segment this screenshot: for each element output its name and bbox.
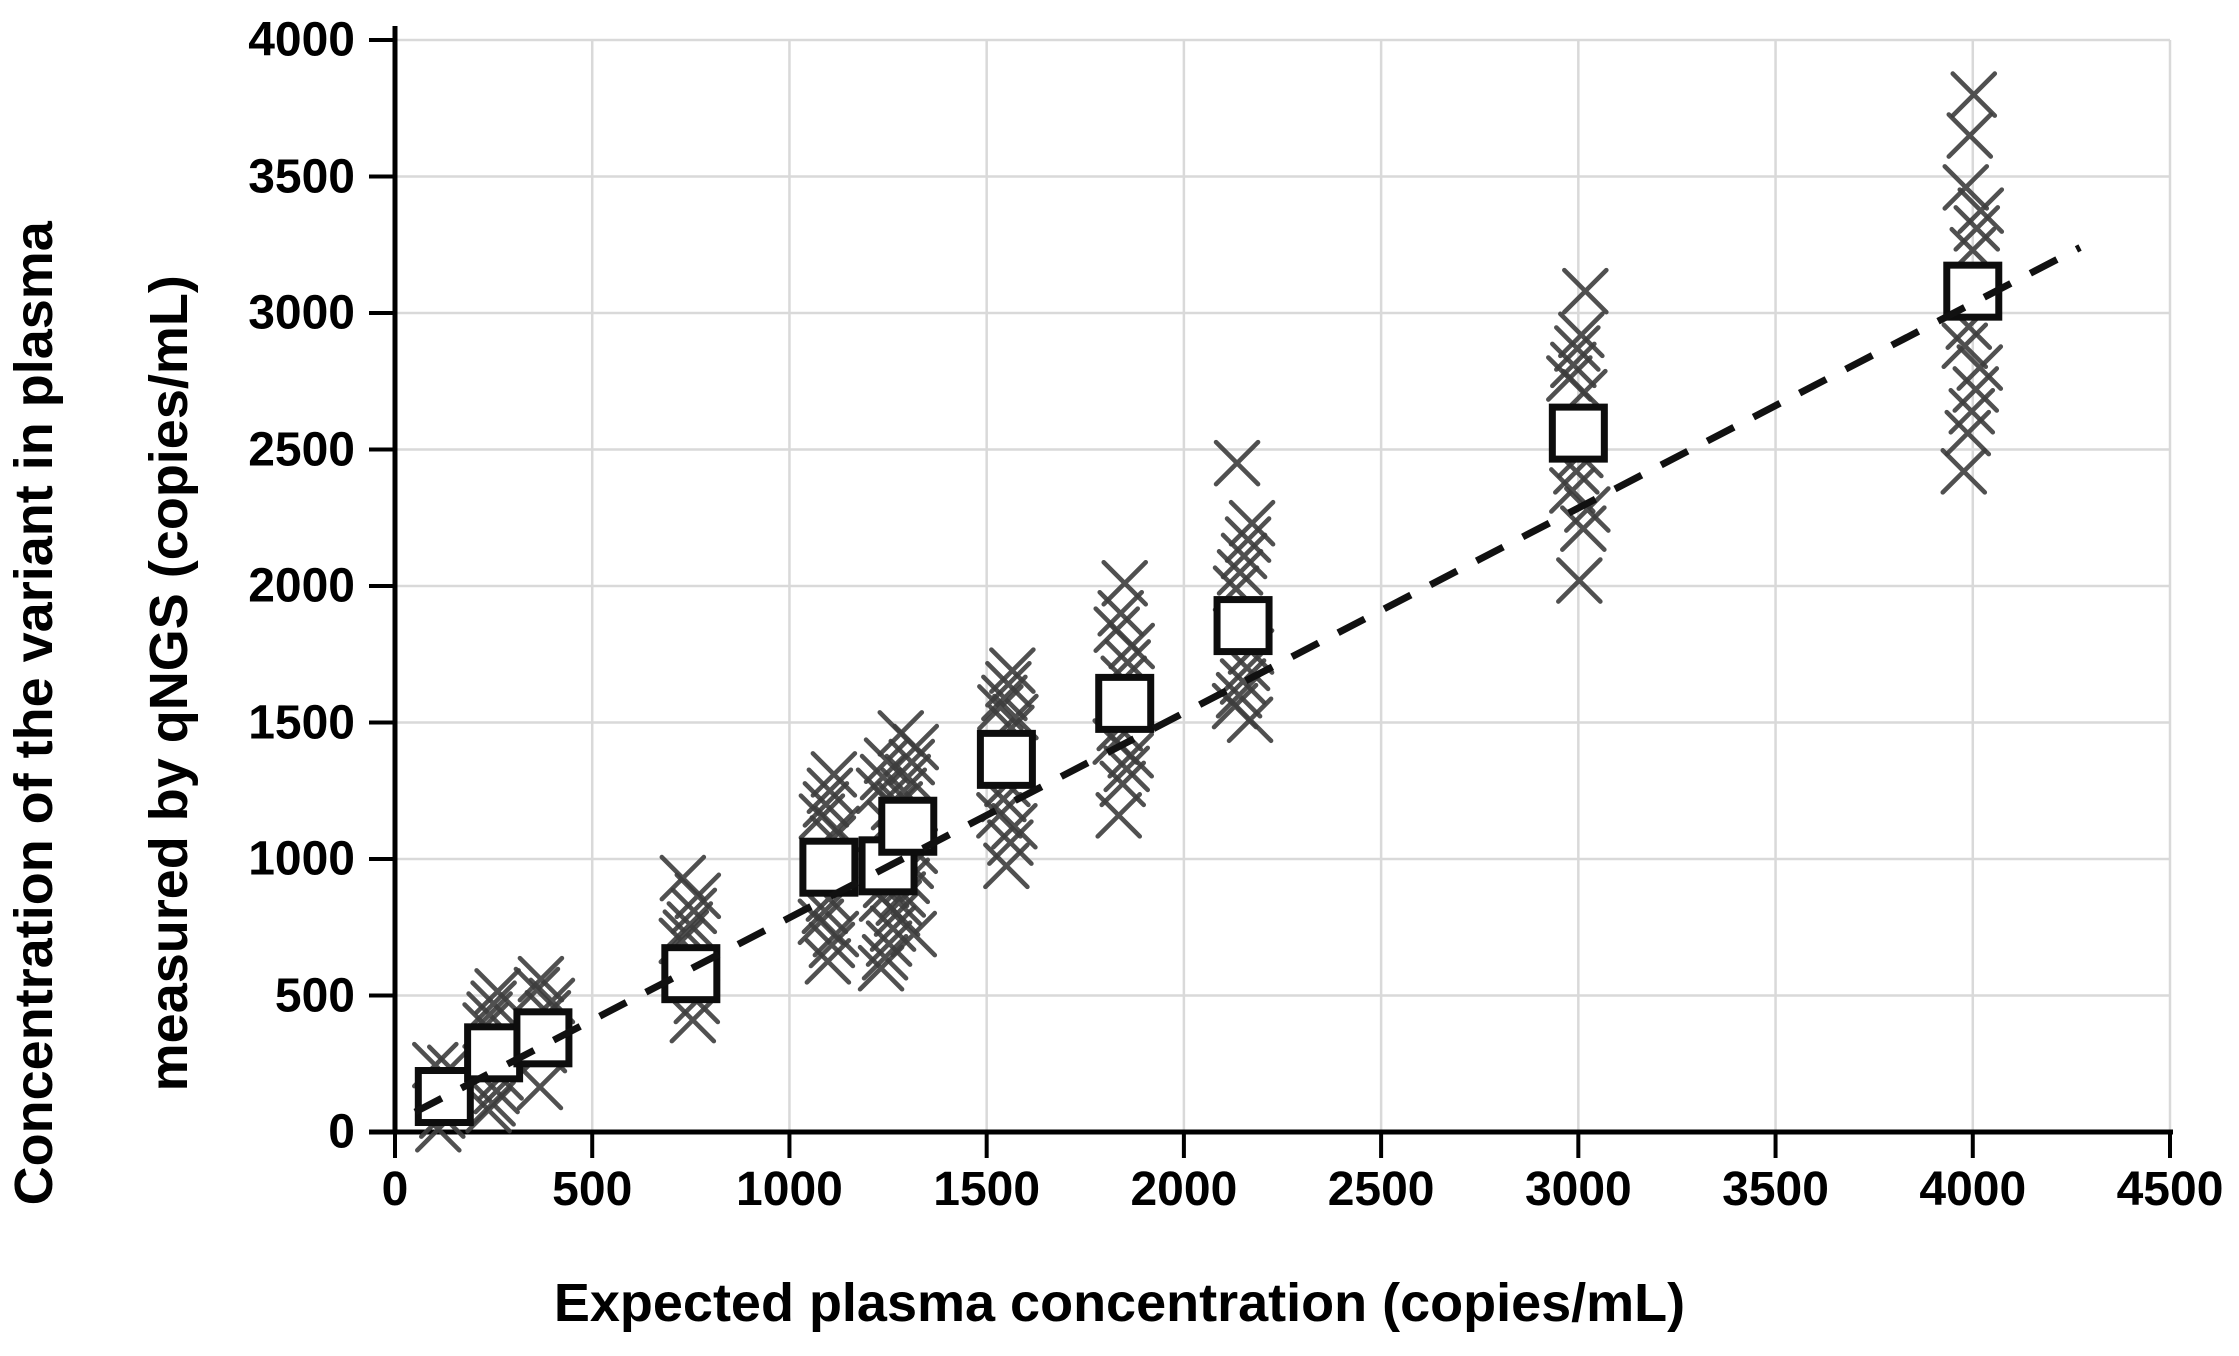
y-axis-title: Concentration of the variant in plasma m… [1, 53, 204, 1356]
mean-square-marker [414, 1067, 474, 1127]
x-marker [865, 920, 913, 967]
x-marker [1946, 112, 1994, 159]
y-tick-label: 1000 [248, 832, 355, 886]
y-axis-title-line1: Concentration of the variant in plasma [3, 221, 64, 1206]
x-axis-title: Expected plasma concentration (copies/mL… [553, 1273, 1686, 1333]
x-marker [861, 933, 909, 981]
y-tick-label: 2000 [248, 559, 355, 613]
x-marker [1097, 590, 1145, 637]
x-marker [991, 802, 1038, 850]
x-marker [810, 751, 858, 798]
x-marker [1558, 311, 1605, 359]
x-tick-label: 1500 [933, 1163, 1041, 1216]
x-marker [1564, 486, 1611, 533]
x-tick-label: 2500 [1327, 1163, 1435, 1216]
x-marker [1556, 557, 1603, 604]
x-marker [1107, 731, 1155, 779]
x-marker [804, 938, 852, 985]
mean-square-marker [976, 729, 1036, 789]
x-marker [1957, 187, 2005, 234]
x-marker [1213, 439, 1261, 487]
dashed-trendline [413, 244, 2082, 1116]
x-marker [516, 1063, 564, 1111]
x-tick-label: 1000 [736, 1163, 843, 1216]
y-tick-label: 4000 [248, 13, 355, 67]
mean-square-marker [661, 944, 721, 1004]
x-marker [1941, 322, 1989, 370]
x-marker [1950, 71, 1998, 118]
x-marker [977, 684, 1024, 731]
x-marker [1944, 409, 1992, 457]
x-marker [808, 921, 856, 969]
mean-square-marker [1548, 403, 1608, 463]
x-marker [666, 901, 714, 948]
x-marker [812, 910, 860, 958]
x-tick-label: 4500 [2116, 1163, 2224, 1216]
mean-square-marker [464, 1023, 524, 1083]
y-tick-label: 500 [274, 969, 355, 1022]
x-marker [1942, 164, 1990, 211]
x-marker [884, 753, 932, 801]
x-marker [1215, 671, 1263, 719]
x-marker [1095, 792, 1143, 839]
x-marker [806, 767, 854, 815]
y-axis-title-line2: measured by qNGS (copies/mL) [138, 275, 199, 1092]
x-marker [989, 647, 1036, 694]
x-marker [1560, 505, 1607, 552]
x-marker [674, 872, 722, 920]
x-marker [1101, 559, 1149, 607]
y-tick-label: 1500 [248, 696, 355, 749]
x-marker [669, 996, 717, 1044]
x-marker [465, 1086, 512, 1134]
x-tick-label: 500 [552, 1163, 633, 1216]
y-tick-label: 2500 [248, 423, 355, 476]
x-marker [888, 738, 936, 786]
x-tick-label: 0 [381, 1163, 409, 1216]
x-tick-label: 3500 [1722, 1163, 1829, 1216]
x-marker [1219, 658, 1267, 705]
x-marker [1940, 448, 1988, 495]
x-marker [983, 842, 1030, 890]
x-marker [1550, 341, 1597, 389]
y-tick-label: 0 [328, 1105, 355, 1159]
x-tick-label: 2000 [1130, 1163, 1238, 1216]
x-marker [1226, 696, 1274, 744]
x-tick-label: 3000 [1524, 1163, 1632, 1216]
y-tick-label: 3500 [248, 150, 355, 203]
x-marker [892, 723, 940, 771]
x-marker [1216, 549, 1264, 596]
x-marker [1562, 267, 1609, 315]
x-marker [1103, 745, 1151, 793]
x-tick-label: 4000 [1919, 1163, 2027, 1216]
x-marker [1554, 325, 1601, 372]
y-tick-label: 3000 [248, 286, 355, 340]
mean-square-marker [1213, 596, 1273, 656]
mean-square-marker [1095, 673, 1155, 733]
x-marker [890, 910, 938, 958]
